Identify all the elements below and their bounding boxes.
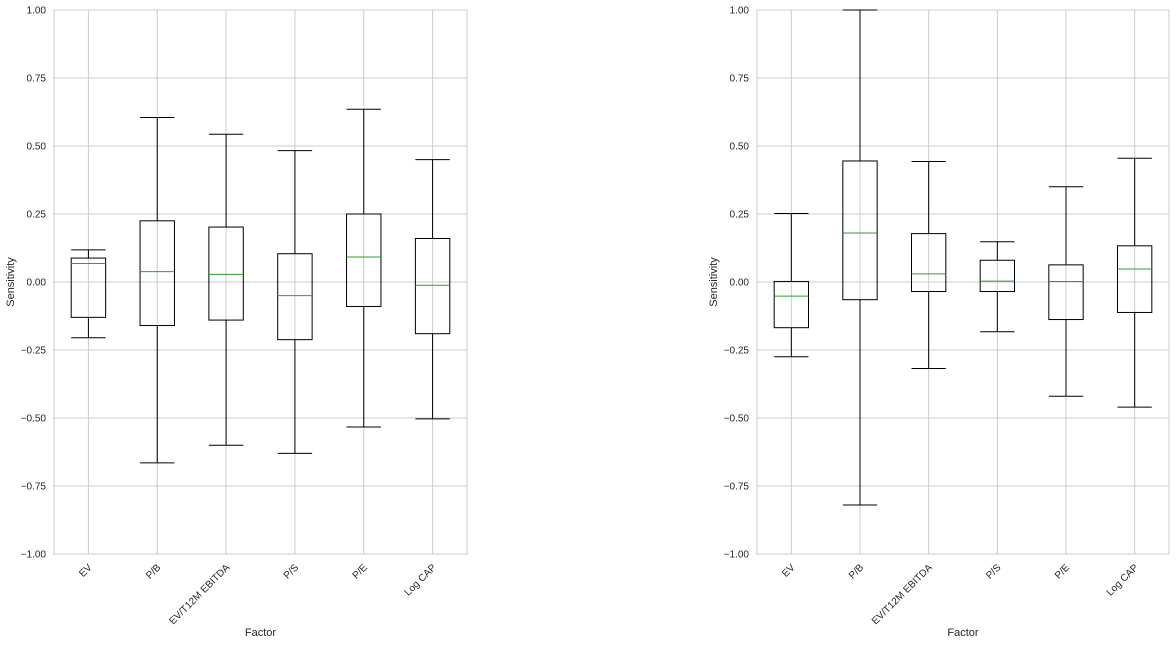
y-axis-label: Sensitivity xyxy=(5,257,17,307)
iqr-box xyxy=(1117,245,1153,313)
iqr-box xyxy=(842,160,878,301)
y-tick-label: −0.75 xyxy=(21,482,47,493)
iqr-box xyxy=(1048,264,1084,321)
y-tick-label: −0.50 xyxy=(21,414,47,425)
iqr-box xyxy=(70,257,107,318)
y-tick-label: 0.50 xyxy=(730,142,750,153)
x-tick-label: EV/T12M EBITDA xyxy=(870,562,935,627)
y-tick-label: 0.00 xyxy=(730,278,750,289)
iqr-box xyxy=(346,213,382,307)
boxplot-panel-2: 1.00 0.75 0.50 0.25 0.00 −0.25 −0.50 −0.75 −1.00… xyxy=(708,6,1170,639)
iqr-box xyxy=(277,253,313,341)
box-4 xyxy=(277,150,313,454)
plot-frame xyxy=(756,9,1170,555)
y-axis-label: Sensitivity xyxy=(708,257,720,307)
box-1 xyxy=(773,212,810,358)
y-tick-label: 1.00 xyxy=(27,6,47,17)
iqr-box xyxy=(773,280,810,329)
iqr-box xyxy=(139,220,175,327)
y-tick-label: 0.00 xyxy=(27,278,47,289)
iqr-box xyxy=(911,233,947,293)
x-tick-label: P/S xyxy=(282,562,301,581)
x-tick-label: P/E xyxy=(351,562,370,581)
x-tick-label: EV/T12M EBITDA xyxy=(167,562,232,627)
x-tick-label: P/E xyxy=(1053,562,1072,581)
box-2 xyxy=(139,116,175,464)
box-5 xyxy=(1048,186,1084,397)
y-tick-label: 0.75 xyxy=(730,74,750,85)
boxplot-panel-1: 1.00 0.75 0.50 0.25 0.00 −0.25 −0.50 −0.75 −1.00… xyxy=(5,6,468,639)
x-tick-label: P/S xyxy=(984,562,1003,581)
y-tick-label: −0.50 xyxy=(724,414,750,425)
box-5 xyxy=(346,108,382,428)
y-tick-label: −0.25 xyxy=(21,346,47,357)
x-tick-label: Log CAP xyxy=(1105,562,1141,598)
box-3 xyxy=(208,133,244,446)
box-1 xyxy=(70,249,107,339)
x-tick-label: Log CAP xyxy=(403,562,439,598)
y-tick-label: −0.75 xyxy=(724,482,750,493)
y-tick-label: −1.00 xyxy=(21,550,47,561)
box-6 xyxy=(414,159,451,420)
y-tick-label: 0.75 xyxy=(27,74,47,85)
box-2 xyxy=(842,9,878,506)
y-tick-label: 0.25 xyxy=(27,210,47,221)
plot-frame xyxy=(53,9,468,555)
box-3 xyxy=(911,161,947,369)
x-tick-label: P/B xyxy=(144,562,163,581)
y-tick-label: 1.00 xyxy=(730,6,750,17)
y-tick-label: −0.25 xyxy=(724,346,750,357)
x-tick-label: EV xyxy=(780,562,797,579)
iqr-box xyxy=(414,237,451,335)
x-tick-label: P/B xyxy=(847,562,866,581)
y-tick-label: 0.50 xyxy=(27,142,47,153)
iqr-box xyxy=(979,259,1016,293)
y-tick-label: 0.25 xyxy=(730,210,750,221)
x-axis-label: Factor xyxy=(947,627,979,639)
box-6 xyxy=(1117,157,1153,408)
x-tick-label: EV xyxy=(77,562,94,579)
y-tick-label: −1.00 xyxy=(724,550,750,561)
x-axis-label: Factor xyxy=(245,627,277,639)
iqr-box xyxy=(208,226,244,321)
box-4 xyxy=(979,241,1016,333)
